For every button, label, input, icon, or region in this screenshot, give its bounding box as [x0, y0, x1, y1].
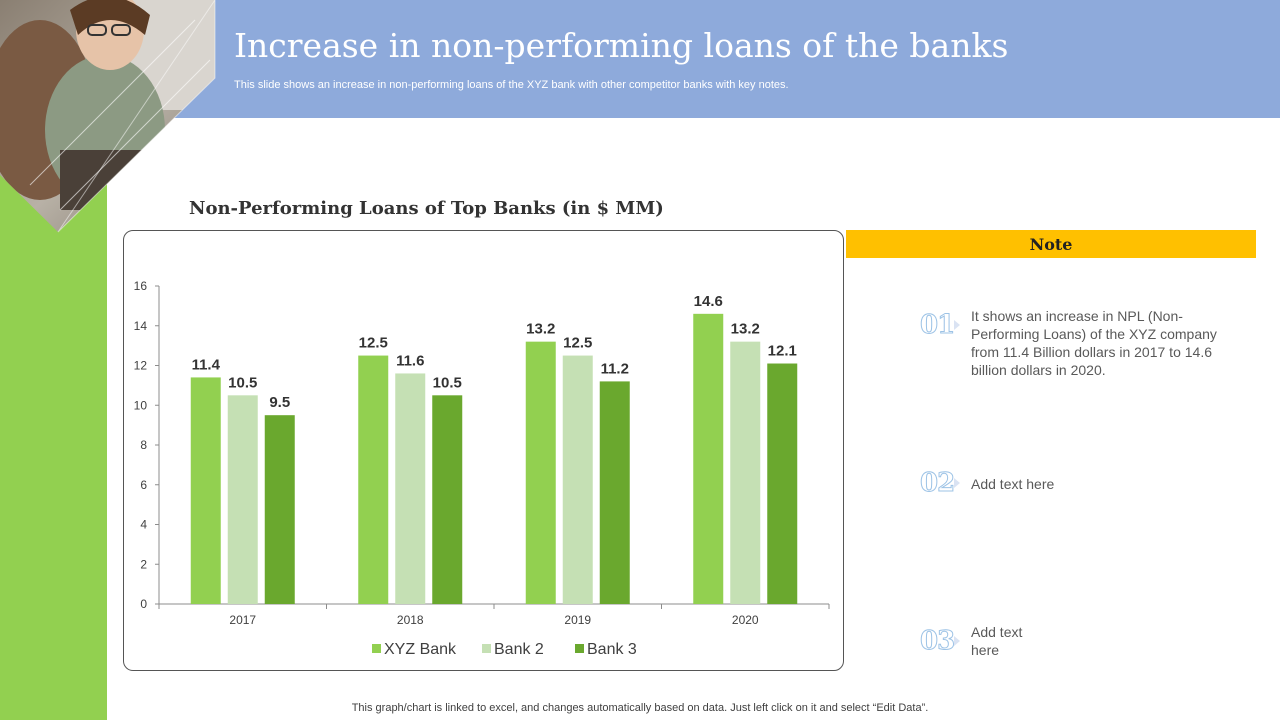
data-label: 13.2	[526, 321, 555, 338]
note-text-2: Add text here	[971, 476, 1055, 492]
y-tick-label: 4	[140, 518, 147, 532]
data-label: 12.5	[563, 335, 592, 352]
x-tick-label: 2017	[229, 613, 256, 627]
bar	[432, 395, 463, 604]
data-label: 14.6	[694, 293, 723, 310]
bar	[693, 313, 724, 604]
bar	[190, 377, 221, 604]
note-heading: Note	[1029, 234, 1073, 254]
x-tick-label: 2020	[732, 613, 759, 627]
note-header-bar: Note	[846, 230, 1256, 258]
bar	[730, 341, 761, 604]
bar-chart: 0 2 4 6 8 10 12 14 16 11.4 10.5 9.5 2017 12.5 11.6 10.5…	[134, 279, 830, 658]
note-number-2: 02	[919, 468, 955, 499]
bar	[767, 363, 798, 604]
footer-note: This graph/chart is linked to excel, and…	[0, 702, 1280, 714]
chevron-right-icon	[954, 636, 960, 646]
chevron-right-icon	[954, 478, 960, 488]
bar	[358, 355, 389, 604]
note-text-3: Add text here	[971, 624, 1023, 658]
legend-swatch	[482, 644, 491, 653]
y-tick-label: 16	[134, 279, 148, 293]
chart-title: Non-Performing Loans of Top Banks (in $ …	[189, 198, 664, 219]
data-label: 10.5	[433, 374, 462, 391]
data-label: 10.5	[228, 374, 257, 391]
data-label: 12.1	[768, 343, 797, 360]
bar	[599, 381, 630, 604]
data-label: 13.2	[731, 321, 760, 338]
data-label: 12.5	[359, 335, 388, 352]
bar	[525, 341, 556, 604]
note-number-1: 01	[919, 310, 955, 341]
data-label: 11.2	[601, 360, 629, 377]
y-tick-label: 6	[140, 478, 147, 492]
y-tick-label: 10	[134, 398, 148, 412]
legend-label: Bank 3	[587, 641, 637, 658]
data-label: 11.6	[396, 352, 424, 369]
data-label: 9.5	[269, 394, 290, 411]
note-number-3: 03	[919, 626, 955, 657]
x-tick-label: 2019	[564, 613, 591, 627]
people-photo	[0, 0, 216, 233]
chevron-right-icon	[954, 320, 960, 330]
y-tick-label: 2	[140, 557, 147, 571]
bar	[227, 395, 258, 604]
page-subtitle: This slide shows an increase in non-perf…	[234, 79, 789, 91]
y-tick-label: 8	[140, 438, 147, 452]
bar	[562, 355, 593, 604]
y-tick-label: 14	[134, 319, 148, 333]
note-text-1: It shows an increase in NPL (Non-Perform…	[971, 308, 1217, 378]
legend-swatch	[575, 644, 584, 653]
data-label: 11.4	[192, 356, 221, 373]
bar	[264, 415, 295, 604]
legend-label: XYZ Bank	[384, 641, 457, 658]
legend-swatch	[372, 644, 381, 653]
y-tick-label: 12	[134, 359, 148, 373]
footer-note-text: This graph/chart is linked to excel, and…	[351, 702, 929, 714]
chart-frame[interactable]: 0 2 4 6 8 10 12 14 16 11.4 10.5 9.5 2017 12.5 11.6 10.5…	[123, 230, 844, 671]
page-title: Increase in non-performing loans of the …	[234, 26, 1009, 65]
bar	[395, 373, 426, 604]
x-tick-label: 2018	[397, 613, 424, 627]
legend-label: Bank 2	[494, 641, 544, 658]
y-tick-label: 0	[140, 597, 147, 611]
